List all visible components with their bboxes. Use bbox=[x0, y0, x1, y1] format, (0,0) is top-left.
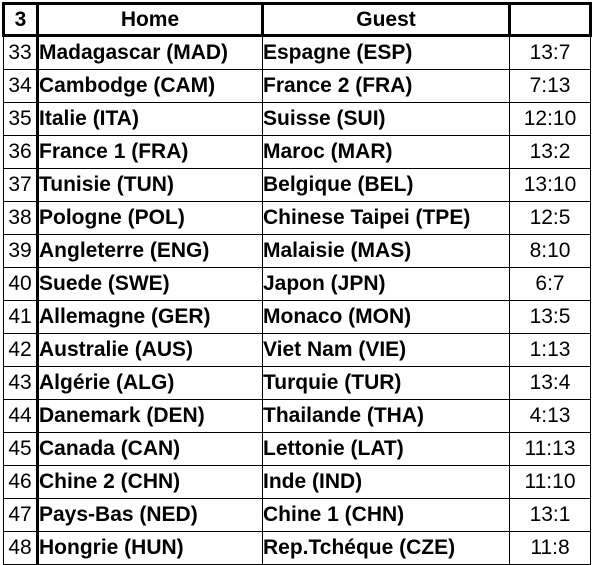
guest-team-cell[interactable]: Japon (JPN) bbox=[262, 267, 510, 301]
guest-team-cell[interactable]: Thailande (THA) bbox=[262, 399, 510, 433]
match-row: 43 Algérie (ALG) Turquie (TUR) 13:4 bbox=[3, 366, 591, 400]
match-number-cell[interactable]: 33 bbox=[3, 35, 39, 70]
score-cell[interactable]: 13:4 bbox=[509, 366, 591, 400]
guest-team-cell[interactable]: Maroc (MAR) bbox=[262, 135, 510, 169]
home-team-cell[interactable]: Angleterre (ENG) bbox=[37, 234, 263, 268]
home-team-cell[interactable]: Cambodge (CAM) bbox=[37, 69, 263, 103]
match-number-cell[interactable]: 45 bbox=[3, 432, 39, 466]
score-cell[interactable]: 6:7 bbox=[509, 267, 591, 301]
home-team-cell[interactable]: Tunisie (TUN) bbox=[37, 168, 263, 202]
guest-team-cell[interactable]: Turquie (TUR) bbox=[262, 366, 510, 400]
score-cell[interactable]: 11:8 bbox=[509, 531, 591, 565]
guest-team-cell[interactable]: Belgique (BEL) bbox=[262, 168, 510, 202]
match-number-cell[interactable]: 46 bbox=[3, 465, 39, 499]
match-row: 37 Tunisie (TUN) Belgique (BEL) 13:10 bbox=[3, 168, 591, 202]
guest-team-cell[interactable]: Rep.Tchéque (CZE) bbox=[262, 531, 510, 565]
match-row: 35 Italie (ITA) Suisse (SUI) 12:10 bbox=[3, 102, 591, 136]
match-row: 48 Hongrie (HUN) Rep.Tchéque (CZE) 11:8 bbox=[3, 531, 591, 565]
match-row: 38 Pologne (POL) Chinese Taipei (TPE) 12:5 bbox=[3, 201, 591, 235]
match-number-cell[interactable]: 34 bbox=[3, 69, 39, 103]
match-number-cell[interactable]: 35 bbox=[3, 102, 39, 136]
match-row: 33 Madagascar (MAD) Espagne (ESP) 13:7 bbox=[3, 35, 591, 70]
guest-team-cell[interactable]: Malaisie (MAS) bbox=[262, 234, 510, 268]
match-row: 46 Chine 2 (CHN) Inde (IND) 11:10 bbox=[3, 465, 591, 499]
match-number-cell[interactable]: 41 bbox=[3, 300, 39, 334]
home-team-cell[interactable]: Algérie (ALG) bbox=[37, 366, 263, 400]
home-header-cell[interactable]: Home bbox=[36, 2, 263, 37]
score-cell[interactable]: 8:10 bbox=[509, 234, 591, 268]
home-team-cell[interactable]: Allemagne (GER) bbox=[37, 300, 263, 334]
score-cell[interactable]: 11:10 bbox=[509, 465, 591, 499]
score-cell[interactable]: 12:10 bbox=[509, 102, 591, 136]
match-row: 39 Angleterre (ENG) Malaisie (MAS) 8:10 bbox=[3, 234, 591, 268]
score-cell[interactable]: 7:13 bbox=[509, 69, 591, 103]
score-cell[interactable]: 13:2 bbox=[509, 135, 591, 169]
match-number-cell[interactable]: 37 bbox=[3, 168, 39, 202]
match-number-cell[interactable]: 39 bbox=[3, 234, 39, 268]
guest-header-cell[interactable]: Guest bbox=[261, 2, 510, 37]
match-number-cell[interactable]: 36 bbox=[3, 135, 39, 169]
home-team-cell[interactable]: Hongrie (HUN) bbox=[37, 531, 263, 565]
home-team-cell[interactable]: Italie (ITA) bbox=[37, 102, 263, 136]
match-row: 45 Canada (CAN) Lettonie (LAT) 11:13 bbox=[3, 432, 591, 466]
match-row: 40 Suede (SWE) Japon (JPN) 6:7 bbox=[3, 267, 591, 301]
guest-team-cell[interactable]: Monaco (MON) bbox=[262, 300, 510, 334]
home-team-cell[interactable]: Madagascar (MAD) bbox=[37, 35, 263, 70]
guest-team-cell[interactable]: Lettonie (LAT) bbox=[262, 432, 510, 466]
score-cell[interactable]: 1:13 bbox=[509, 333, 591, 367]
guest-team-cell[interactable]: Chinese Taipei (TPE) bbox=[262, 201, 510, 235]
match-number-cell[interactable]: 40 bbox=[3, 267, 39, 301]
match-row: 42 Australie (AUS) Viet Nam (VIE) 1:13 bbox=[3, 333, 591, 367]
match-row: 47 Pays-Bas (NED) Chine 1 (CHN) 13:1 bbox=[3, 498, 591, 532]
home-team-cell[interactable]: Pologne (POL) bbox=[37, 201, 263, 235]
match-row: 41 Allemagne (GER) Monaco (MON) 13:5 bbox=[3, 300, 591, 334]
home-team-cell[interactable]: Canada (CAN) bbox=[37, 432, 263, 466]
score-cell[interactable]: 13:5 bbox=[509, 300, 591, 334]
guest-team-cell[interactable]: Inde (IND) bbox=[262, 465, 510, 499]
guest-team-cell[interactable]: Chine 1 (CHN) bbox=[262, 498, 510, 532]
guest-team-cell[interactable]: France 2 (FRA) bbox=[262, 69, 510, 103]
guest-team-cell[interactable]: Suisse (SUI) bbox=[262, 102, 510, 136]
home-team-cell[interactable]: Suede (SWE) bbox=[37, 267, 263, 301]
match-number-cell[interactable]: 43 bbox=[3, 366, 39, 400]
score-cell[interactable]: 11:13 bbox=[509, 432, 591, 466]
match-number-cell[interactable]: 38 bbox=[3, 201, 39, 235]
match-number-cell[interactable]: 48 bbox=[3, 531, 39, 565]
match-number-cell[interactable]: 47 bbox=[3, 498, 39, 532]
score-cell[interactable]: 13:1 bbox=[509, 498, 591, 532]
score-cell[interactable]: 13:10 bbox=[509, 168, 591, 202]
match-row: 44 Danemark (DEN) Thailande (THA) 4:13 bbox=[3, 399, 591, 433]
score-cell[interactable]: 4:13 bbox=[509, 399, 591, 433]
home-team-cell[interactable]: France 1 (FRA) bbox=[37, 135, 263, 169]
header-row: 3 Home Guest bbox=[2, 2, 592, 37]
match-number-cell[interactable]: 42 bbox=[3, 333, 39, 367]
guest-team-cell[interactable]: Viet Nam (VIE) bbox=[262, 333, 510, 367]
home-team-cell[interactable]: Danemark (DEN) bbox=[37, 399, 263, 433]
score-cell[interactable]: 12:5 bbox=[509, 201, 591, 235]
match-row: 34 Cambodge (CAM) France 2 (FRA) 7:13 bbox=[3, 69, 591, 103]
home-team-cell[interactable]: Pays-Bas (NED) bbox=[37, 498, 263, 532]
guest-team-cell[interactable]: Espagne (ESP) bbox=[262, 35, 510, 70]
match-number-cell[interactable]: 44 bbox=[3, 399, 39, 433]
match-row: 36 France 1 (FRA) Maroc (MAR) 13:2 bbox=[3, 135, 591, 169]
home-team-cell[interactable]: Chine 2 (CHN) bbox=[37, 465, 263, 499]
score-header-cell[interactable] bbox=[508, 2, 592, 37]
round-number-cell[interactable]: 3 bbox=[2, 2, 38, 37]
score-cell[interactable]: 13:7 bbox=[509, 35, 591, 70]
home-team-cell[interactable]: Australie (AUS) bbox=[37, 333, 263, 367]
